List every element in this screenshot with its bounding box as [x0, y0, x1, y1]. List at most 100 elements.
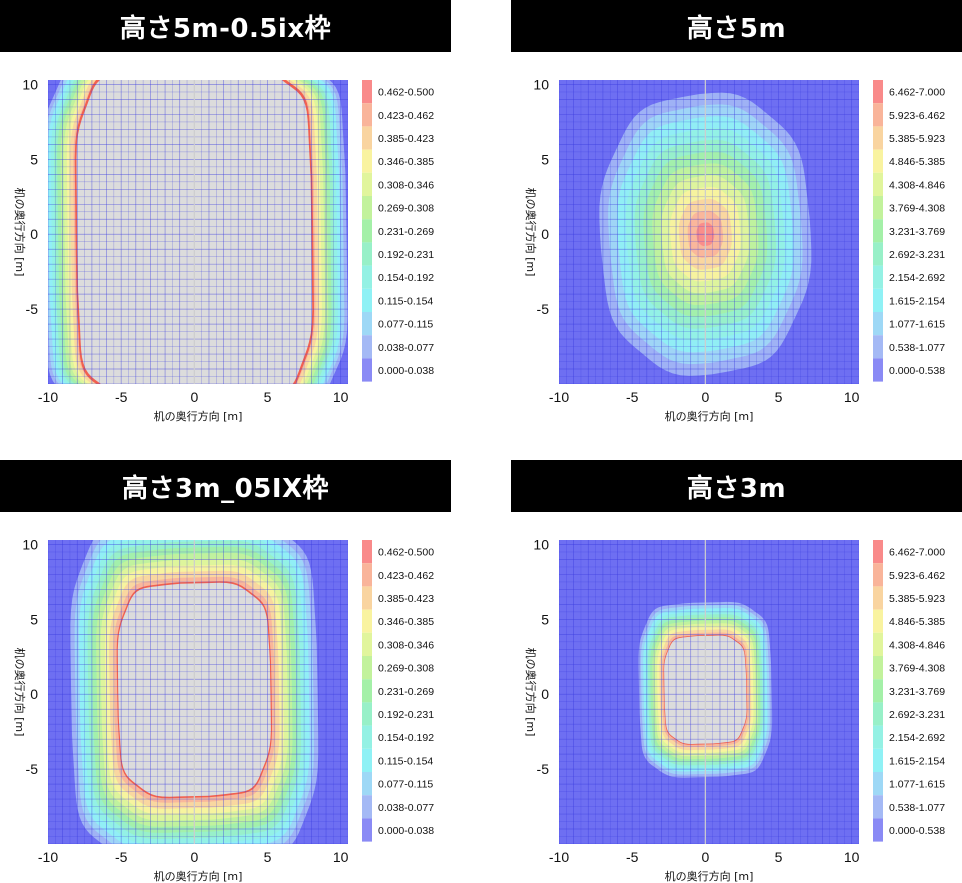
legend-swatch: [873, 335, 883, 359]
y-axis-label: 机の奥行方向 [m]: [524, 648, 538, 737]
y-axis-label: 机の奥行方向 [m]: [13, 188, 27, 277]
legend-swatch: [873, 748, 883, 772]
legend-swatch: [362, 335, 372, 359]
x-tick-label: 10: [333, 849, 349, 865]
heatmap-chart: -10 -5 0 5 10 10 5 0 -5 机の奥行方向 [m] 机の奥行方向 [m] 6.462…: [524, 76, 945, 423]
legend-swatch: [873, 563, 883, 587]
calc-grid: [559, 80, 859, 384]
legend-label: 0.231-0.269: [378, 226, 434, 238]
legend-swatch: [873, 540, 883, 564]
x-tick-label: 0: [701, 389, 709, 405]
legend-label: 5.923-6.462: [889, 110, 945, 122]
legend-swatch: [873, 609, 883, 633]
legend-swatch: [873, 702, 883, 726]
y-axis-label: 机の奥行方向 [m]: [524, 188, 538, 277]
legend-label: 0.346-0.385: [378, 616, 434, 628]
legend-swatch: [362, 242, 372, 266]
legend-swatch: [873, 586, 883, 610]
legend-swatch: [873, 80, 883, 104]
legend-swatch: [873, 725, 883, 749]
legend-label: 0.000-0.038: [378, 365, 434, 377]
chart-panel-3: 高さ3m_05IX枠 -10 -5 0 5 10 10 5 0 -5 机の奥行方向 [m] 机の奥行…: [0, 460, 451, 883]
legend-label: 6.462-7.000: [889, 87, 945, 99]
legend-swatch: [873, 818, 883, 842]
y-tick-label: 0: [30, 686, 38, 702]
legend-label: 0.192-0.231: [378, 249, 434, 261]
y-tick-label: -5: [537, 761, 550, 777]
legend-label: 0.115-0.154: [378, 295, 433, 307]
legend-label: 3.769-4.308: [889, 663, 945, 675]
heatmap-chart: -10 -5 0 5 10 10 5 0 -5 机の奥行方向 [m] 机の奥行方向 [m] 0.462…: [13, 76, 434, 423]
legend-label: 0.154-0.192: [378, 272, 434, 284]
legend-label: 3.231-3.769: [889, 226, 945, 238]
x-tick-label: 5: [264, 389, 272, 405]
legend-label: 0.038-0.077: [378, 342, 434, 354]
y-tick-label: 10: [22, 536, 38, 552]
legend-swatch: [873, 242, 883, 266]
legend-swatch: [362, 725, 372, 749]
legend-label: 1.077-1.615: [889, 779, 945, 791]
legend-label: 5.923-6.462: [889, 570, 945, 582]
legend-label: 0.346-0.385: [378, 156, 434, 168]
legend-swatch: [873, 679, 883, 703]
legend-swatch: [873, 149, 883, 173]
legend-label: 0.385-0.423: [378, 133, 434, 145]
legend-label: 4.846-5.385: [889, 156, 945, 168]
legend-swatch: [362, 679, 372, 703]
legend-swatch: [362, 702, 372, 726]
legend-label: 5.385-5.923: [889, 593, 945, 605]
calc-grid: [559, 540, 859, 844]
legend-swatch: [362, 358, 372, 382]
legend-label: 2.692-3.231: [889, 709, 945, 721]
legend-label: 0.231-0.269: [378, 686, 434, 698]
legend-swatch: [362, 656, 372, 680]
legend-label: 2.692-3.231: [889, 249, 945, 261]
legend-swatch: [362, 126, 372, 150]
chart-title: 高さ5m-0.5ix枠: [0, 0, 451, 52]
y-tick-label: 10: [22, 76, 38, 92]
legend-label: 4.308-4.846: [889, 179, 945, 191]
legend-swatch: [873, 772, 883, 796]
legend-swatch: [873, 265, 883, 289]
legend-swatch: [362, 563, 372, 587]
legend-swatch: [362, 540, 372, 564]
y-tick-label: 5: [30, 151, 38, 167]
legend-label: 0.000-0.538: [889, 825, 945, 837]
legend-label: 0.308-0.346: [378, 179, 434, 191]
legend: 0.462-0.500 0.423-0.462 0.385-0.423 0.346-0…: [362, 540, 434, 842]
legend-label: 0.192-0.231: [378, 709, 434, 721]
legend-swatch: [362, 586, 372, 610]
legend-swatch: [873, 103, 883, 127]
legend-label: 1.077-1.615: [889, 319, 945, 331]
legend-swatch: [362, 80, 372, 104]
x-tick-label: 5: [775, 389, 783, 405]
legend-label: 0.385-0.423: [378, 593, 434, 605]
legend-label: 0.462-0.500: [378, 87, 434, 99]
legend-swatch: [362, 265, 372, 289]
x-tick-label: 5: [264, 849, 272, 865]
calc-grid: [48, 80, 348, 384]
legend: 0.462-0.500 0.423-0.462 0.385-0.423 0.346-0…: [362, 80, 434, 382]
x-tick-label: -10: [549, 849, 569, 865]
legend-swatch: [873, 126, 883, 150]
x-tick-label: -5: [626, 389, 639, 405]
x-tick-label: -5: [115, 849, 128, 865]
legend-swatch: [362, 632, 372, 656]
legend-swatch: [362, 172, 372, 196]
legend-swatch: [873, 312, 883, 336]
x-tick-label: 0: [190, 389, 198, 405]
legend-label: 1.615-2.154: [889, 755, 945, 767]
chart-title: 高さ5m: [511, 0, 962, 52]
x-tick-label: 0: [701, 849, 709, 865]
legend-label: 2.154-2.692: [889, 732, 945, 744]
legend-swatch: [873, 632, 883, 656]
y-tick-label: 0: [541, 226, 549, 242]
chart-title: 高さ3m: [511, 460, 962, 512]
legend-label: 0.423-0.462: [378, 570, 434, 582]
legend-label: 0.538-1.077: [889, 342, 945, 354]
legend-label: 0.308-0.346: [378, 639, 434, 651]
legend: 6.462-7.000 5.923-6.462 5.385-5.923 4.846-5…: [873, 540, 945, 842]
legend-label: 5.385-5.923: [889, 133, 945, 145]
legend-swatch: [873, 219, 883, 243]
calc-grid: [48, 540, 348, 844]
